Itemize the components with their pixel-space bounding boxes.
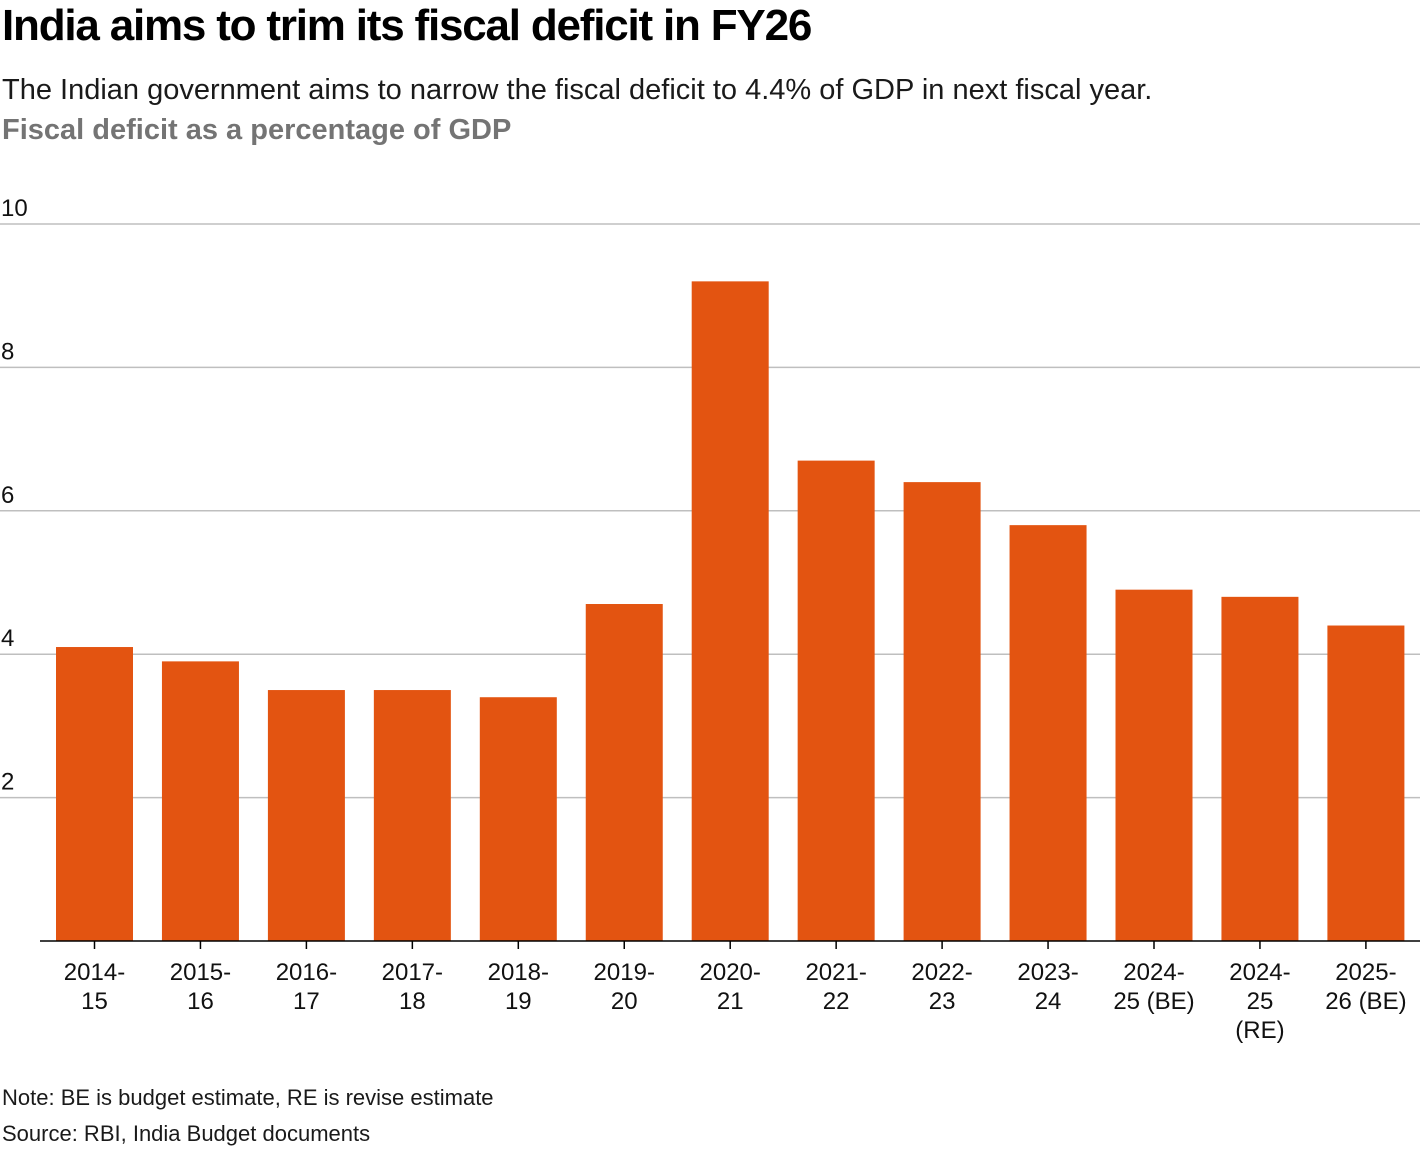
x-tick-label-line: 2014- <box>64 959 125 986</box>
x-tick-label: 2018-19 <box>488 959 549 1015</box>
x-tick-label-line: 23 <box>929 988 956 1015</box>
x-tick-label-line: 2016- <box>276 959 337 986</box>
x-tick-label-line: 2024- <box>1229 959 1290 986</box>
bar-11 <box>1221 596 1299 941</box>
chart-title: India aims to trim its fiscal deficit in… <box>2 1 812 50</box>
x-tick-label-line: 24 <box>1035 988 1062 1015</box>
bar-12 <box>1327 625 1405 941</box>
x-tick-label-line: 25 <box>1247 988 1274 1015</box>
x-tick-label-line: 2021- <box>805 959 866 986</box>
bar-8 <box>903 482 981 941</box>
x-tick-label: 2016-17 <box>276 959 337 1015</box>
x-tick-label: 2019-20 <box>594 959 655 1015</box>
bar-7 <box>797 460 875 941</box>
x-tick-label: 2025-26 (BE) <box>1325 959 1406 1015</box>
x-tick-label-line: 2018- <box>488 959 549 986</box>
x-tick-label: 2021-22 <box>805 959 866 1015</box>
bar-3 <box>373 690 451 941</box>
x-tick-label: 2024-25 (BE) <box>1113 959 1194 1015</box>
x-tick-label-line: 16 <box>187 988 214 1015</box>
y-tick-label: 10 <box>1 195 28 222</box>
x-tick-label: 2023-24 <box>1017 959 1078 1015</box>
x-tick-label-line: 26 (BE) <box>1325 988 1406 1015</box>
x-tick-label-line: 2015- <box>170 959 231 986</box>
bar-4 <box>479 697 557 941</box>
x-tick-label: 2015-16 <box>170 959 231 1015</box>
x-tick-label-line: 2019- <box>594 959 655 986</box>
x-tick-label: 2014-15 <box>64 959 125 1015</box>
x-tick-label-line: 15 <box>81 988 108 1015</box>
y-tick-label: 2 <box>1 769 14 796</box>
x-tick-label-line: 2022- <box>911 959 972 986</box>
x-tick-label-line: (RE) <box>1235 1017 1284 1044</box>
bar-6 <box>691 281 769 941</box>
x-tick-label-line: 2020- <box>700 959 761 986</box>
bar-5 <box>585 604 663 941</box>
y-tick-label: 8 <box>1 338 14 365</box>
x-tick-label-line: 20 <box>611 988 638 1015</box>
x-tick-label-line: 17 <box>293 988 320 1015</box>
chart-subtitle: The Indian government aims to narrow the… <box>2 74 1153 106</box>
x-tick-label-line: 22 <box>823 988 850 1015</box>
x-tick-label-line: 2023- <box>1017 959 1078 986</box>
bar-10 <box>1115 589 1193 941</box>
x-tick-label: 2017-18 <box>382 959 443 1015</box>
bar-chart: 2468102014-152015-162016-172017-182018-1… <box>0 195 1420 1044</box>
x-tick-label-line: 2024- <box>1123 959 1184 986</box>
bar-1 <box>161 661 239 941</box>
y-tick-label: 4 <box>1 625 14 652</box>
x-tick-label-line: 18 <box>399 988 426 1015</box>
y-tick-label: 6 <box>1 482 14 509</box>
bar-2 <box>267 690 345 941</box>
bar-0 <box>56 647 133 941</box>
x-tick-label: 2022-23 <box>911 959 972 1015</box>
source-credit: Source: RBI, India Budget documents <box>2 1121 371 1146</box>
x-tick-label-line: 2017- <box>382 959 443 986</box>
x-tick-label: 2020-21 <box>700 959 761 1015</box>
metric-label: Fiscal deficit as a percentage of GDP <box>2 114 512 146</box>
x-tick-label-line: 25 (BE) <box>1113 988 1194 1015</box>
x-tick-label: 2024-25 (RE) <box>1229 959 1290 1044</box>
x-tick-label-line: 21 <box>717 988 744 1015</box>
x-tick-label-line: 19 <box>505 988 532 1015</box>
bar-9 <box>1009 525 1087 941</box>
footnote: Note: BE is budget estimate, RE is revis… <box>2 1085 494 1110</box>
x-tick-label-line: 2025- <box>1335 959 1396 986</box>
